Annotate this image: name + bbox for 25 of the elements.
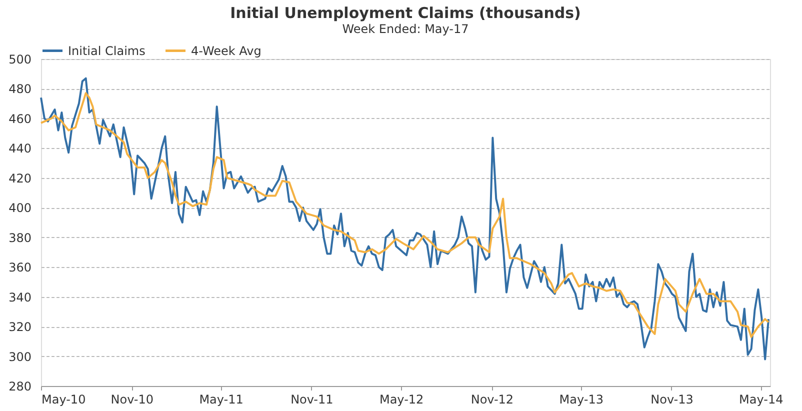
y-tick-label: 320 (8, 320, 32, 334)
y-tick-label: 300 (8, 350, 32, 364)
y-tick-label: 420 (8, 171, 32, 186)
y-tick-label: 480 (8, 82, 32, 96)
y-tick-label: 360 (8, 260, 32, 275)
x-tick-label: Nov-10 (110, 392, 154, 406)
legend-label: Initial Claims (68, 44, 146, 58)
x-tick-label: May-10 (42, 392, 86, 406)
x-tick-label: May-12 (379, 392, 424, 406)
x-tick-label: Nov-12 (470, 392, 514, 406)
x-tick-label: May-11 (199, 392, 244, 406)
y-tick-label: 440 (8, 142, 32, 156)
y-tick-label: 280 (8, 380, 32, 394)
x-tick-label: Nov-11 (290, 392, 334, 406)
y-tick-label: 380 (8, 230, 32, 245)
legend-label: 4-Week Avg (191, 44, 262, 58)
y-tick-label: 340 (8, 290, 32, 304)
chart-title: Initial Unemployment Claims (thousands) (230, 4, 581, 22)
x-tick-label: May-14 (739, 392, 784, 406)
y-tick-label: 500 (8, 52, 32, 66)
chart-subtitle: Week Ended: May-17 (342, 22, 469, 36)
x-tick-label: Nov-13 (650, 392, 694, 406)
y-tick-label: 400 (8, 201, 32, 216)
y-tick-label: 460 (8, 112, 32, 126)
x-tick-label: May-13 (559, 392, 604, 406)
